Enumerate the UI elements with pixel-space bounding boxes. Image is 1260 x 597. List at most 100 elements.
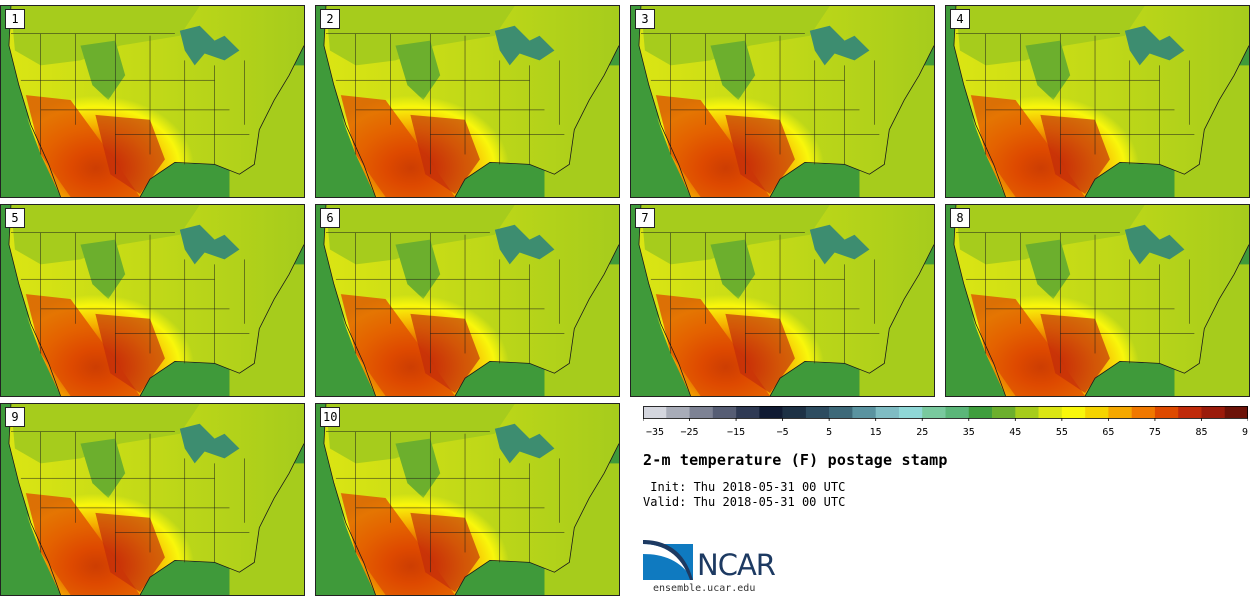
state-borders xyxy=(640,33,880,175)
colorbar-tick-label: −5 xyxy=(777,427,789,438)
member-label: 9 xyxy=(5,407,25,427)
colorbar-segment xyxy=(1085,406,1109,418)
great-lakes xyxy=(494,224,555,265)
colorbar-tick-label: 85 xyxy=(1195,427,1207,438)
member-label: 7 xyxy=(635,208,655,228)
colorbar-tick-label: 45 xyxy=(1009,427,1021,438)
colorbar-tick-label: 5 xyxy=(826,427,832,438)
northern-cool-band xyxy=(325,6,515,66)
coastline xyxy=(8,404,304,595)
coastline xyxy=(638,205,934,396)
ensemble-member-panel: 3 xyxy=(630,5,935,198)
state-borders xyxy=(640,232,880,374)
colorbar-segment xyxy=(1038,406,1063,418)
colorbar-outline xyxy=(643,406,1248,419)
colorbar-segment xyxy=(666,406,690,418)
ensemble-member-panel: 5 xyxy=(0,204,305,397)
colorbar-segment xyxy=(782,406,807,418)
colorbar-segment xyxy=(945,406,970,418)
colorbar-tick-label: −15 xyxy=(727,427,745,438)
ensemble-member-panel: 4 xyxy=(945,5,1250,198)
northern-cool-band xyxy=(955,6,1145,66)
northern-cool-band xyxy=(10,6,200,66)
temperature-colorbar: −35−25−15−55152535455565758595105115 xyxy=(643,406,1248,438)
colorbar-tick-label: −35 xyxy=(646,427,664,438)
colorbar-segment xyxy=(1131,406,1156,418)
colorbar-tick-label: 15 xyxy=(870,427,882,438)
colorbar-tick-label: 65 xyxy=(1102,427,1114,438)
temperature-map xyxy=(631,6,934,197)
temperature-map xyxy=(316,205,619,396)
colorbar-segment xyxy=(875,406,900,418)
colorbar-segment xyxy=(1201,406,1226,418)
coastline xyxy=(8,6,304,197)
state-borders xyxy=(955,33,1195,175)
colorbar-segment xyxy=(736,406,760,418)
colorbar-segment xyxy=(968,406,993,418)
great-lakes xyxy=(179,25,240,66)
ensemble-member-panel: 6 xyxy=(315,204,620,397)
great-lakes xyxy=(1124,224,1185,265)
great-lakes xyxy=(494,423,555,464)
ncar-logo-icon xyxy=(643,540,693,580)
coastline xyxy=(323,404,619,595)
coastline xyxy=(953,6,1249,197)
state-borders xyxy=(325,431,565,573)
valid-time: Valid: Thu 2018-05-31 00 UTC xyxy=(643,495,846,509)
great-lakes xyxy=(1124,25,1185,66)
member-label: 2 xyxy=(320,9,340,29)
colorbar-segment xyxy=(1015,406,1039,418)
member-label: 6 xyxy=(320,208,340,228)
northern-cool-band xyxy=(640,205,830,265)
colorbar-segment xyxy=(643,406,667,418)
ensemble-member-panel: 8 xyxy=(945,204,1250,397)
colorbar-tick-label: 25 xyxy=(916,427,928,438)
colorbar-segment xyxy=(805,406,830,418)
ensemble-member-panel: 2 xyxy=(315,5,620,198)
temperature-map xyxy=(946,6,1249,197)
member-label: 1 xyxy=(5,9,25,29)
colorbar-segment xyxy=(898,406,923,418)
great-lakes xyxy=(809,25,870,66)
colorbar-segment xyxy=(1224,406,1248,418)
colorbar-segment xyxy=(852,406,876,418)
colorbar-segment xyxy=(922,406,946,418)
member-label: 4 xyxy=(950,9,970,29)
colorbar-segment xyxy=(689,406,714,418)
colorbar-segment xyxy=(712,406,737,418)
ensemble-member-panel: 1 xyxy=(0,5,305,198)
temperature-map xyxy=(1,6,304,197)
member-label: 3 xyxy=(635,9,655,29)
state-borders xyxy=(955,232,1195,374)
ensemble-member-panel: 10 xyxy=(315,403,620,596)
northern-cool-band xyxy=(325,205,515,265)
member-label: 8 xyxy=(950,208,970,228)
colorbar-segment xyxy=(992,406,1016,418)
coastline xyxy=(323,205,619,396)
state-borders xyxy=(10,33,250,175)
temperature-map xyxy=(316,6,619,197)
coastline xyxy=(8,205,304,396)
plot-title: 2-m temperature (F) postage stamp xyxy=(643,451,948,469)
state-borders xyxy=(325,33,565,175)
colorbar-segment xyxy=(1154,406,1179,418)
great-lakes xyxy=(809,224,870,265)
colorbar-segment xyxy=(759,406,783,418)
site-url: ensemble.ucar.edu xyxy=(653,583,756,594)
northern-cool-band xyxy=(325,404,515,464)
temperature-map xyxy=(1,404,304,595)
member-label: 10 xyxy=(320,407,341,427)
colorbar-tick-label: 75 xyxy=(1149,427,1161,438)
temperature-map xyxy=(631,205,934,396)
member-label: 5 xyxy=(5,208,25,228)
temperature-map xyxy=(946,205,1249,396)
init-time: Init: Thu 2018-05-31 00 UTC xyxy=(643,480,846,494)
colorbar-tick-label: 55 xyxy=(1056,427,1068,438)
colorbar-tick-label: 35 xyxy=(963,427,975,438)
ensemble-member-panel: 7 xyxy=(630,204,935,397)
ncar-logo-text: NCAR xyxy=(697,548,776,582)
colorbar-segment xyxy=(1061,406,1086,418)
state-borders xyxy=(10,431,250,573)
northern-cool-band xyxy=(10,205,200,265)
state-borders xyxy=(325,232,565,374)
